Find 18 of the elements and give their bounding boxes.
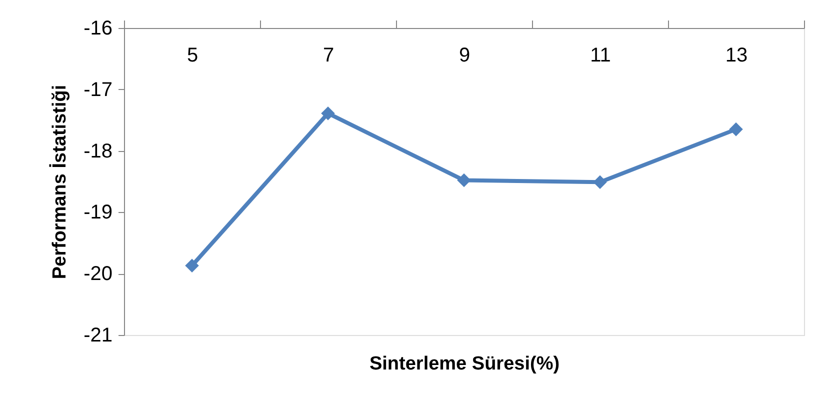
y-tick-label: -20 [84,263,112,286]
x-tick-label: 9 [458,44,470,66]
point [185,258,199,273]
x-tick-label: 5 [186,44,198,66]
point [321,106,335,120]
x-tick-label: 7 [322,44,334,66]
y-tick-label: -19 [84,202,112,224]
point [457,173,471,188]
y-tick-label: -17 [84,78,112,101]
y-axis-title: Performans İstatistiği [48,84,71,280]
point [729,122,743,136]
y-tick-label: -21 [84,324,112,346]
y-tick-label: -16 [84,18,112,40]
y-tick-label: -18 [84,140,112,162]
x-axis-title: Sinterleme Süresi(%) [369,354,560,374]
x-tick-label: 13 [725,44,748,66]
x-tick-label: 11 [590,44,611,66]
point [593,175,607,190]
